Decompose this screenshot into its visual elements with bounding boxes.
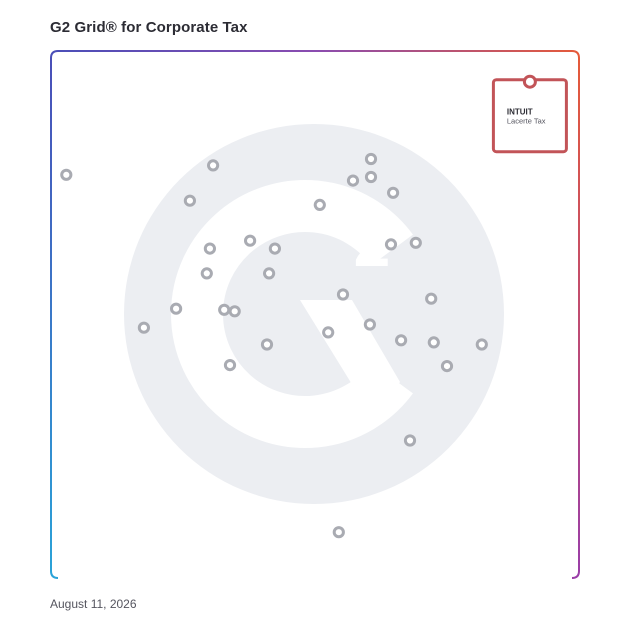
data-point[interactable] (228, 305, 241, 318)
data-point[interactable] (223, 359, 237, 372)
highlight-point[interactable] (522, 74, 537, 89)
data-point[interactable] (363, 318, 376, 331)
data-point[interactable] (384, 238, 398, 251)
data-point[interactable] (440, 360, 454, 373)
data-point[interactable] (387, 186, 400, 199)
highlight-brand-label: INTUIT (507, 108, 533, 117)
data-point[interactable] (475, 338, 488, 351)
data-point[interactable] (336, 288, 350, 301)
data-point[interactable] (395, 334, 408, 347)
chart-title: G2 Grid® for Corporate Tax (50, 19, 248, 36)
data-point[interactable] (170, 302, 183, 315)
highlight-product-label: Lacerte Tax (507, 117, 546, 126)
data-point[interactable] (60, 168, 73, 181)
data-point[interactable] (260, 338, 274, 351)
report-date: August 11, 2026 (50, 597, 137, 611)
g2-watermark: 2 (124, 124, 504, 504)
data-point[interactable] (218, 303, 231, 316)
data-point[interactable] (322, 326, 335, 339)
data-point[interactable] (409, 236, 422, 249)
data-point[interactable] (346, 174, 360, 187)
data-points (60, 152, 488, 539)
data-point[interactable] (427, 336, 440, 349)
data-point[interactable] (313, 198, 326, 211)
data-point[interactable] (425, 292, 438, 305)
svg-text:2: 2 (354, 206, 391, 280)
data-point[interactable] (207, 159, 220, 172)
highlight-product[interactable]: INTUIT Lacerte Tax (491, 74, 568, 154)
data-point[interactable] (403, 434, 417, 447)
data-point[interactable] (332, 526, 345, 539)
data-point[interactable] (364, 152, 378, 166)
data-point[interactable] (244, 234, 257, 247)
data-point[interactable] (263, 267, 276, 280)
data-point[interactable] (137, 321, 150, 334)
data-point[interactable] (364, 170, 378, 184)
data-point[interactable] (268, 242, 281, 255)
data-point[interactable] (203, 242, 216, 255)
data-point[interactable] (183, 194, 196, 207)
data-point[interactable] (200, 267, 213, 280)
